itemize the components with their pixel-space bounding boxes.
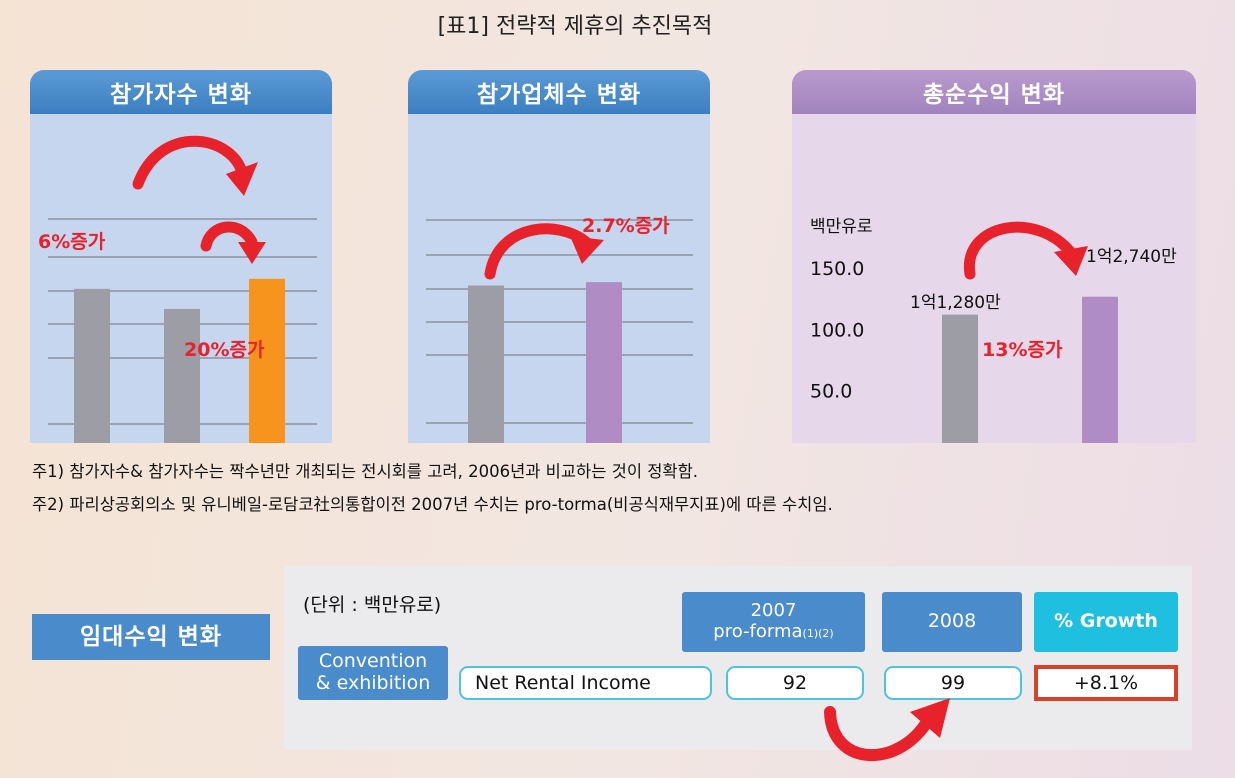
- footnote-1: 주1) 참가자수& 참가자수는 짝수년만 개최되는 전시회를 고려, 2006년…: [32, 462, 699, 481]
- annotation-2-7pct: 2.7%증가: [582, 215, 670, 237]
- net-income-chart-panel: 총순수익 변화 백만유로150.0100.050.00.02007년2008년1…: [792, 70, 1196, 489]
- header-2007-proforma: 2007 pro-forma(1)(2): [682, 592, 865, 652]
- net-rental-income-label: Net Rental Income: [459, 666, 712, 700]
- participants-chart-title: 참가자수 변화: [30, 70, 332, 114]
- y-tick-label: 150.0: [810, 258, 864, 280]
- rental-section-title: 임대수익 변화: [32, 614, 270, 660]
- growth-arrow-2-7pct: [484, 223, 604, 280]
- y-tick-label: 100.0: [810, 319, 864, 341]
- y-tick-label: 50.0: [810, 381, 852, 403]
- header-2007-footnote-ref: (1)(2): [802, 627, 834, 640]
- bar-2007년: [586, 282, 622, 453]
- data-label-2008: 1억2,740만: [1086, 247, 1177, 267]
- footnote-2: 주2) 파리상공회의소 및 유니베일-로담코社의통합이전 2007년 수치는 p…: [32, 495, 833, 514]
- exhibitors-chart-title: 참가업체수 변화: [408, 70, 710, 114]
- header-2007-proforma-label: pro-forma: [713, 621, 803, 642]
- y-axis-label: 백만유로: [810, 217, 873, 237]
- header-growth: % Growth: [1034, 592, 1178, 652]
- row-category-line2: & exhibition: [315, 672, 431, 694]
- bar-2007년: [942, 314, 978, 453]
- data-label-2007: 1억1,280만: [910, 293, 1001, 313]
- growth-arrow-6pct: [132, 135, 258, 196]
- growth-arrow-13pct: [964, 221, 1088, 280]
- bar-2008년: [1082, 296, 1118, 453]
- page-title: [표1] 전략적 제휴의 추진목적: [437, 14, 713, 39]
- net-income-chart: 백만유로150.0100.050.00.02007년2008년1억1,280만1…: [810, 217, 1177, 489]
- y-tick-label: 0.0: [810, 442, 840, 443]
- header-2008: 2008: [882, 592, 1022, 652]
- rental-growth-arrow: [824, 698, 950, 761]
- net-income-chart-title: 총순수익 변화: [792, 70, 1196, 114]
- value-2007: 92: [726, 666, 864, 700]
- bar-2007년: [164, 308, 200, 453]
- bar-2006년: [468, 285, 504, 453]
- row-category-label: Convention & exhibition: [298, 646, 448, 700]
- annotation-13pct: 13%증가: [982, 339, 1063, 361]
- row-category-line1: Convention: [318, 650, 428, 673]
- unit-label: (단위 : 백만유로): [303, 594, 442, 616]
- growth-arrow-20pct: [200, 221, 266, 264]
- exhibitors-chart-panel: 참가업체수 변화 2006년2007년2.7%증가: [408, 70, 710, 491]
- exhibitors-chart: 2006년2007년2.7%증가: [426, 215, 693, 491]
- bar-2006년: [74, 288, 110, 453]
- bar-2008년: [249, 278, 285, 453]
- annotation-20pct: 20%증가: [184, 339, 265, 361]
- header-2007-year: 2007: [750, 600, 797, 622]
- annotation-6pct: 6%증가: [38, 231, 106, 253]
- growth-value: +8.1%: [1034, 665, 1178, 701]
- value-2008: 99: [884, 666, 1022, 700]
